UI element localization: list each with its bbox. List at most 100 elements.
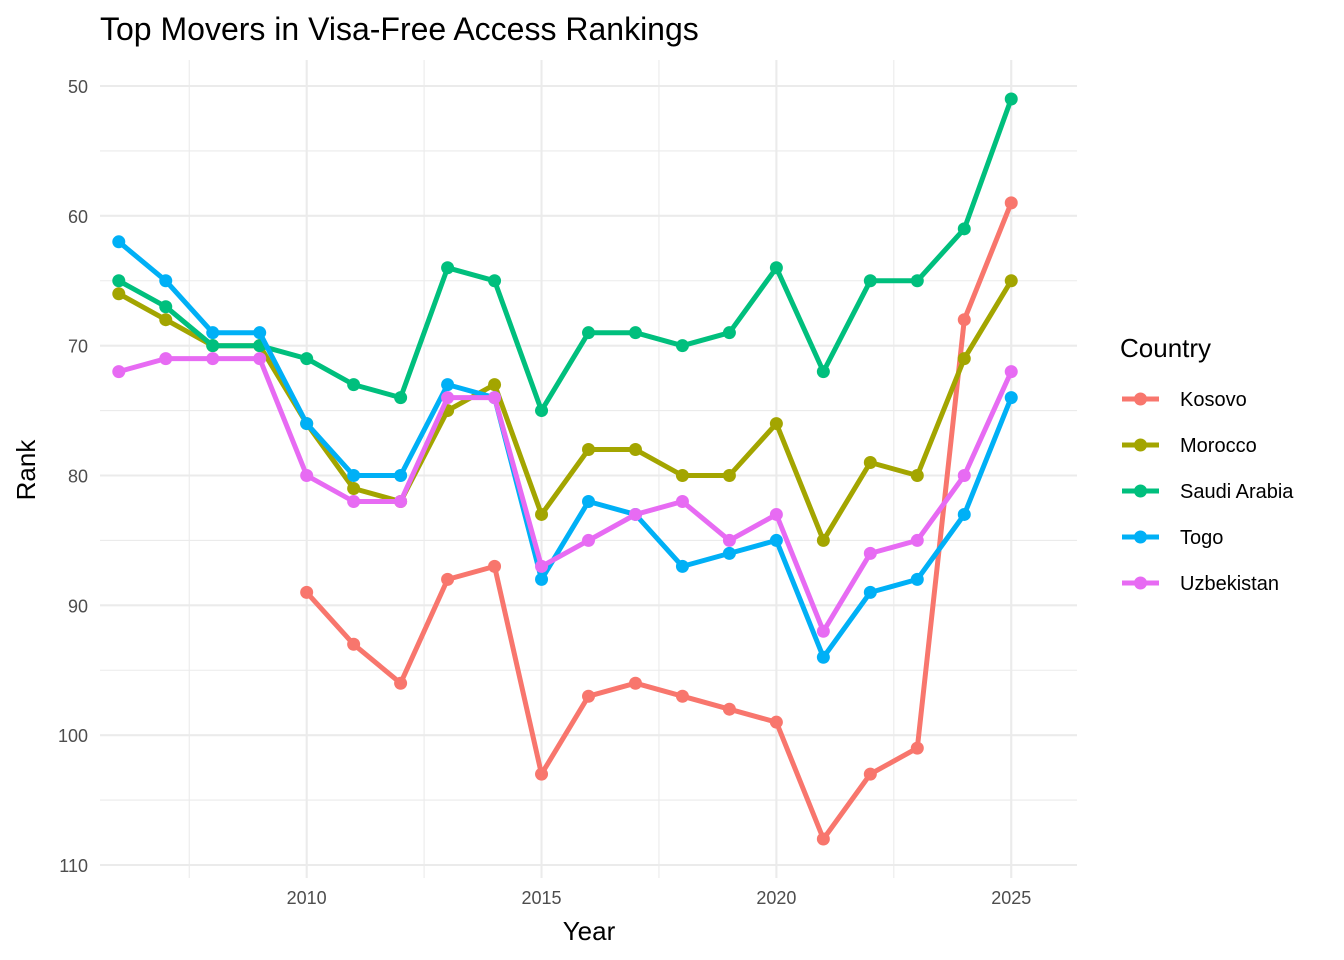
data-point-kosovo bbox=[441, 572, 455, 586]
legend: Country Kosovo Morocco Saudi Arabia Togo Uzb… bbox=[1120, 333, 1294, 595]
data-point-kosovo bbox=[300, 585, 314, 599]
data-point-kosovo bbox=[394, 676, 408, 690]
series-line-togo bbox=[117, 239, 1014, 660]
data-point-togo bbox=[722, 546, 736, 560]
data-point-togo bbox=[112, 235, 126, 249]
data-point-kosovo bbox=[816, 832, 830, 846]
y-tick-label: 50 bbox=[68, 77, 88, 97]
legend-label-uzbekistan: Uzbekistan bbox=[1180, 573, 1279, 595]
legend-label-kosovo: Kosovo bbox=[1180, 389, 1247, 411]
data-point-kosovo bbox=[910, 741, 924, 755]
data-point-uzbekistan bbox=[347, 494, 361, 508]
data-point-kosovo bbox=[628, 676, 642, 690]
data-point-saudi-arabia bbox=[112, 274, 126, 288]
series-saudi-arabia bbox=[112, 92, 1018, 418]
series-line-morocco bbox=[117, 279, 1014, 543]
data-point-togo bbox=[206, 326, 220, 340]
data-point-uzbekistan bbox=[253, 352, 267, 366]
x-axis: 2010 2015 2020 2025 bbox=[287, 888, 1032, 908]
grid bbox=[100, 60, 1077, 878]
data-point-uzbekistan bbox=[1004, 365, 1018, 379]
data-point-saudi-arabia bbox=[957, 222, 971, 236]
data-point-kosovo bbox=[957, 313, 971, 327]
legend-label-saudi-arabia: Saudi Arabia bbox=[1180, 481, 1294, 503]
y-tick-label: 100 bbox=[58, 726, 88, 746]
series-line-uzbekistan bbox=[118, 356, 1014, 634]
series-togo bbox=[112, 235, 1018, 664]
data-point-uzbekistan bbox=[535, 559, 549, 573]
data-point-togo bbox=[1004, 391, 1018, 405]
data-point-saudi-arabia bbox=[769, 261, 783, 275]
y-axis-title: Rank bbox=[11, 439, 41, 501]
x-tick-label: 2020 bbox=[756, 888, 796, 908]
data-point-kosovo bbox=[347, 637, 361, 651]
data-point-saudi-arabia bbox=[816, 365, 830, 379]
legend-swatch-point bbox=[1134, 438, 1147, 452]
data-point-togo bbox=[910, 572, 924, 586]
x-tick-label: 2015 bbox=[522, 888, 562, 908]
x-axis-title: Year bbox=[563, 916, 616, 946]
series-line-kosovo bbox=[304, 201, 1014, 842]
data-point-morocco bbox=[675, 469, 689, 482]
data-point-uzbekistan bbox=[206, 352, 220, 366]
data-point-uzbekistan bbox=[159, 352, 173, 366]
data-point-togo bbox=[300, 417, 314, 431]
data-point-saudi-arabia bbox=[347, 378, 361, 392]
legend-label-togo: Togo bbox=[1180, 527, 1223, 549]
chart-title: Top Movers in Visa-Free Access Rankings bbox=[100, 11, 699, 47]
data-point-morocco bbox=[863, 456, 877, 470]
data-point-togo bbox=[816, 650, 830, 664]
data-point-morocco bbox=[816, 533, 830, 547]
data-point-togo bbox=[253, 326, 267, 340]
data-point-saudi-arabia bbox=[675, 339, 689, 353]
data-point-uzbekistan bbox=[394, 494, 408, 508]
data-point-togo bbox=[582, 494, 595, 508]
data-point-morocco bbox=[1004, 274, 1018, 288]
data-point-morocco bbox=[535, 507, 549, 521]
legend-swatch-point bbox=[1134, 530, 1147, 544]
series-kosovo bbox=[300, 196, 1018, 846]
data-point-togo bbox=[863, 585, 877, 599]
series-line-saudi-arabia bbox=[117, 98, 1014, 414]
data-point-uzbekistan bbox=[722, 533, 736, 547]
data-point-saudi-arabia bbox=[1004, 92, 1018, 106]
data-point-uzbekistan bbox=[957, 469, 971, 482]
x-tick-label: 2025 bbox=[991, 888, 1031, 908]
data-point-saudi-arabia bbox=[863, 274, 877, 288]
y-tick-label: 110 bbox=[59, 856, 88, 876]
data-point-morocco bbox=[957, 352, 971, 366]
data-point-uzbekistan bbox=[582, 533, 595, 547]
legend-key-togo bbox=[1122, 530, 1159, 544]
data-point-saudi-arabia bbox=[488, 274, 502, 288]
data-point-uzbekistan bbox=[863, 546, 877, 560]
data-point-saudi-arabia bbox=[159, 300, 173, 314]
data-point-saudi-arabia bbox=[441, 261, 455, 275]
series-layer bbox=[112, 92, 1018, 846]
data-point-uzbekistan bbox=[300, 469, 314, 482]
data-point-kosovo bbox=[769, 715, 783, 729]
data-point-morocco bbox=[112, 287, 126, 301]
series-uzbekistan bbox=[112, 352, 1018, 638]
data-point-saudi-arabia bbox=[628, 326, 642, 340]
data-point-saudi-arabia bbox=[582, 326, 595, 340]
y-tick-label: 90 bbox=[68, 596, 88, 616]
legend-label-morocco: Morocco bbox=[1180, 435, 1257, 457]
data-point-togo bbox=[159, 274, 173, 288]
data-point-morocco bbox=[628, 443, 642, 457]
legend-swatch-point bbox=[1134, 392, 1147, 406]
data-point-togo bbox=[535, 572, 549, 586]
data-point-morocco bbox=[582, 443, 595, 457]
data-point-togo bbox=[957, 507, 971, 521]
data-point-kosovo bbox=[535, 767, 549, 781]
data-point-uzbekistan bbox=[628, 507, 642, 521]
data-point-togo bbox=[441, 378, 455, 392]
y-tick-label: 80 bbox=[68, 467, 88, 487]
y-axis: 50 60 70 80 90 100 110 bbox=[58, 77, 88, 876]
data-point-saudi-arabia bbox=[206, 339, 220, 353]
data-point-togo bbox=[675, 559, 689, 573]
data-point-morocco bbox=[159, 313, 173, 327]
data-point-kosovo bbox=[863, 767, 877, 781]
data-point-saudi-arabia bbox=[535, 404, 549, 418]
y-tick-label: 60 bbox=[68, 207, 88, 227]
